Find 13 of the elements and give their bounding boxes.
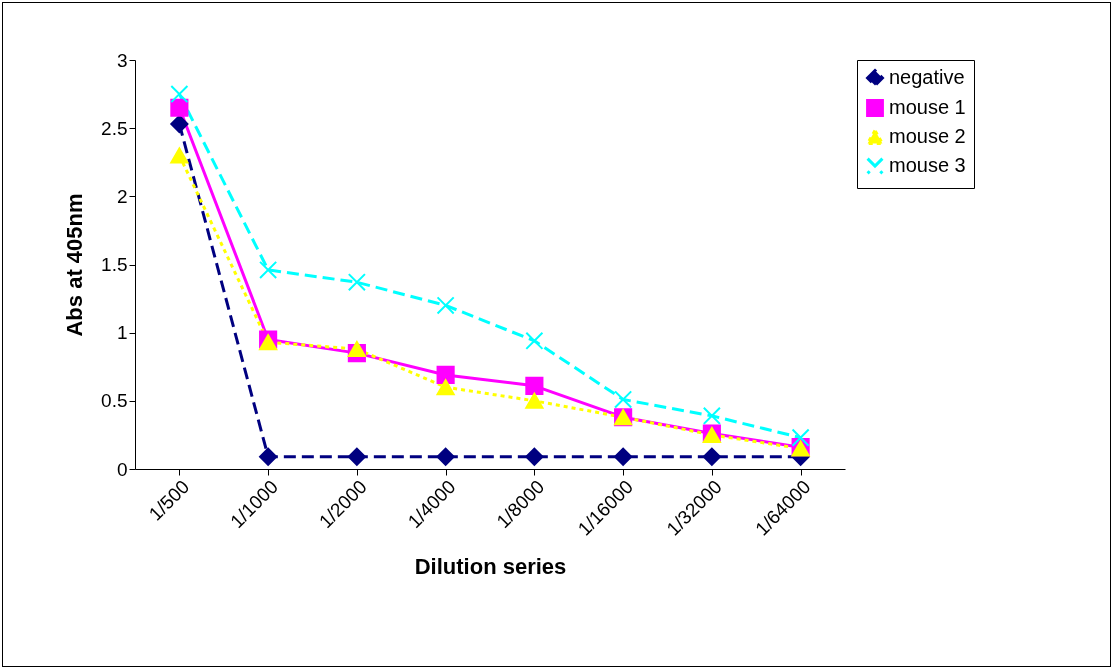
legend-label: mouse 1 <box>889 96 966 118</box>
y-tick-label: 0.5 <box>101 390 128 412</box>
y-tick-label: 3 <box>116 49 128 71</box>
y-tick-label: 1.5 <box>101 254 128 275</box>
y-tick-label: 2.5 <box>101 117 128 139</box>
y-tick-label: 0 <box>116 458 128 480</box>
y-tick-label: 1 <box>116 322 128 344</box>
y-axis-title: Abs at 405nm <box>62 193 88 337</box>
x-axis-title: Dilution series <box>414 554 567 580</box>
y-tick-label: 2 <box>116 185 128 207</box>
legend-label: negative <box>889 66 965 88</box>
legend-label: mouse 2 <box>889 125 966 147</box>
legend-label: mouse 3 <box>889 154 966 176</box>
